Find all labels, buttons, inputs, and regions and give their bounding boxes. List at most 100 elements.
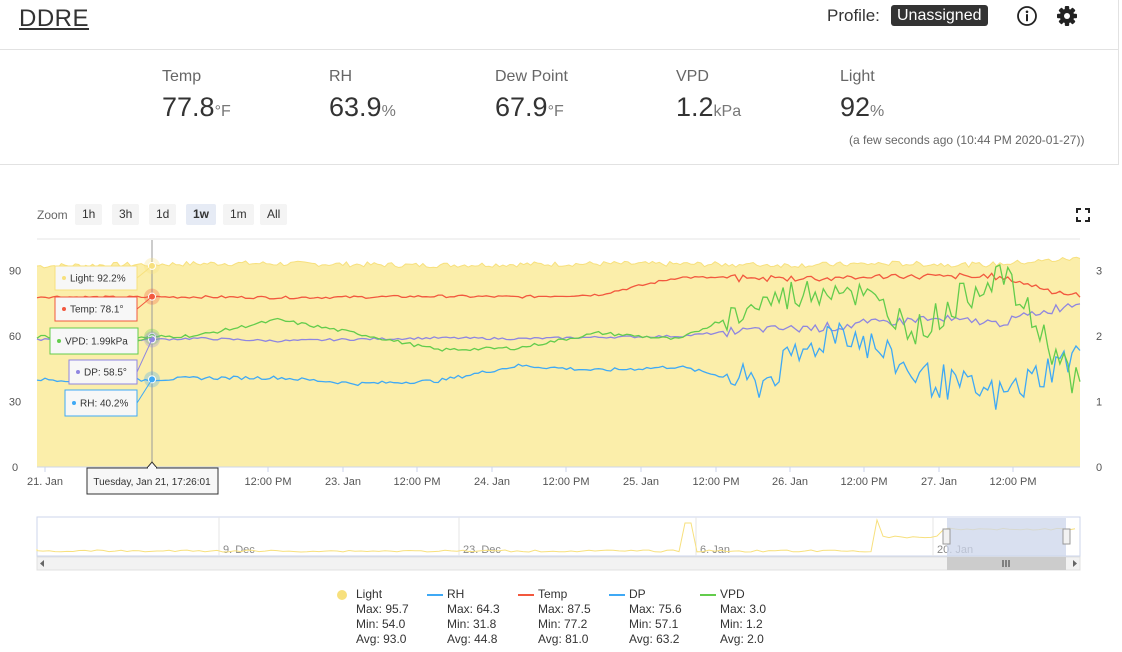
- x-tick-label: 12:00 PM: [542, 476, 589, 488]
- x-tick-label: 26. Jan: [772, 476, 808, 488]
- tooltip-box: [54, 296, 138, 322]
- scrollbar-grip: [1002, 560, 1010, 567]
- scroll-right-arrow[interactable]: [1073, 560, 1077, 567]
- tooltip-connector: [136, 265, 153, 279]
- stat-vpd: VPD 1.2kPa: [676, 68, 741, 123]
- tooltip-box: [49, 327, 139, 355]
- legend-name: DP: [629, 587, 646, 601]
- tooltip-label: Temp: 78.1°: [70, 305, 123, 316]
- stat-value: 77.8°F: [162, 92, 231, 123]
- tooltip-dot: [72, 401, 76, 405]
- y-right-tick-label: 2: [1096, 331, 1102, 343]
- device-title[interactable]: DDRE: [19, 5, 90, 32]
- y-right-tick-label: 0: [1096, 462, 1102, 474]
- stat-label: Light: [840, 68, 875, 85]
- y-left-tick-label: 90: [9, 266, 21, 278]
- navigator-series: [36, 518, 1076, 553]
- history-chart[interactable]: 21. Jan 12:00 PM 23. Jan 12:00 PM 24. Jan 12:…: [0, 230, 1122, 500]
- last-updated: (a few seconds ago (10:44 PM 2020-01-27)…: [849, 133, 1085, 147]
- legend-avg: Avg: 81.0: [538, 632, 589, 646]
- x-tick-label: 12:00 PM: [393, 476, 440, 488]
- stat-light: Light 92%: [840, 68, 884, 123]
- scroll-left-arrow[interactable]: [40, 560, 44, 567]
- zoom-all-button[interactable]: All: [260, 204, 288, 225]
- stat-label: RH: [329, 68, 353, 85]
- panel-edge: [1118, 0, 1119, 165]
- x-tick-label: 12:00 PM: [840, 476, 887, 488]
- stat-number: 63.9: [329, 92, 382, 122]
- fullscreen-icon[interactable]: [1075, 207, 1091, 223]
- x-tick-label: 24. Jan: [474, 476, 510, 488]
- tooltip-label: Light: 92.2%: [70, 274, 126, 285]
- profile-badge[interactable]: Unassigned: [891, 5, 988, 26]
- series-dp-line: [36, 303, 1081, 343]
- series-temp-line: [36, 272, 1081, 300]
- tooltip-box: [54, 265, 138, 291]
- stat-value: 63.9%: [329, 92, 396, 123]
- scrollbar-track: [36, 556, 1081, 571]
- navigator-handle-left[interactable]: [942, 528, 951, 545]
- stat-label: Dew Point: [495, 68, 568, 85]
- legend-avg: Avg: 44.8: [447, 632, 498, 646]
- x-tick-label: 12:00 PM: [989, 476, 1036, 488]
- tooltip-dot: [62, 307, 66, 311]
- y-left-tick-label: 60: [9, 331, 21, 343]
- stat-dew-point: Dew Point 67.9°F: [495, 68, 568, 123]
- legend-marker-light: [337, 590, 347, 600]
- zoom-1d-button[interactable]: 1d: [149, 204, 177, 225]
- stat-unit: kPa: [713, 103, 742, 120]
- legend-marker-rh: [427, 594, 443, 596]
- series-light-area: [37, 257, 1080, 467]
- x-tick-label: 27. Jan: [921, 476, 957, 488]
- legend-marker-temp: [518, 594, 534, 596]
- x-tick-label: 21. Jan: [27, 476, 63, 488]
- crosshair-date-box: [86, 467, 219, 495]
- series-light-line: [36, 256, 1081, 269]
- zoom-1w-button[interactable]: 1w: [186, 204, 217, 225]
- navigator-label: 6. Jan: [700, 544, 730, 556]
- legend-name: RH: [447, 587, 465, 601]
- legend-max: Max: 75.6: [629, 602, 682, 616]
- crosshair-date-gap: [148, 467, 156, 469]
- stat-number: 77.8: [162, 92, 215, 122]
- legend-name: VPD: [720, 587, 745, 601]
- legend-max: Max: 87.5: [538, 602, 591, 616]
- stat-temp: Temp 77.8°F: [162, 68, 231, 123]
- legend-name: Light: [356, 587, 383, 601]
- x-tick-label: 12:00 PM: [692, 476, 739, 488]
- zoom-1h-button[interactable]: 1h: [75, 204, 103, 225]
- tooltip-dot: [62, 276, 66, 280]
- navigator-label: 9. Dec: [223, 544, 255, 556]
- tooltip-connector: [137, 336, 153, 342]
- legend-marker-dp: [609, 594, 625, 596]
- stat-unit: %: [381, 103, 396, 120]
- tooltip-connector: [136, 379, 153, 404]
- stat-value: 67.9°F: [495, 92, 568, 123]
- zoom-label: Zoom: [37, 208, 68, 222]
- navigator-label: 23. Dec: [463, 544, 501, 556]
- tooltip-connector: [136, 339, 153, 373]
- stat-label: Temp: [162, 68, 202, 85]
- navigator-handle-right[interactable]: [1062, 528, 1071, 545]
- stat-label: VPD: [676, 68, 709, 85]
- stat-unit: %: [870, 103, 885, 120]
- stat-number: 92: [840, 92, 871, 122]
- zoom-1m-button[interactable]: 1m: [223, 204, 254, 225]
- navigator-frame: [36, 516, 1081, 557]
- tooltip-dot: [57, 339, 61, 343]
- legend-max: Max: 64.3: [447, 602, 500, 616]
- stat-unit: °F: [214, 103, 231, 120]
- gear-icon[interactable]: [1056, 5, 1078, 27]
- legend-min: Min: 77.2: [538, 617, 588, 631]
- stat-rh: RH 63.9%: [329, 68, 396, 123]
- y-right-tick-label: 1: [1096, 397, 1102, 409]
- legend-avg: Avg: 2.0: [720, 632, 764, 646]
- x-tick-label: 12:00 PM: [244, 476, 291, 488]
- zoom-3h-button[interactable]: 3h: [112, 204, 140, 225]
- info-icon[interactable]: [1016, 5, 1038, 27]
- stat-number: 1.2: [676, 92, 714, 122]
- legend-min: Min: 54.0: [356, 617, 406, 631]
- legend-min: Min: 31.8: [447, 617, 497, 631]
- stat-value: 92%: [840, 92, 884, 123]
